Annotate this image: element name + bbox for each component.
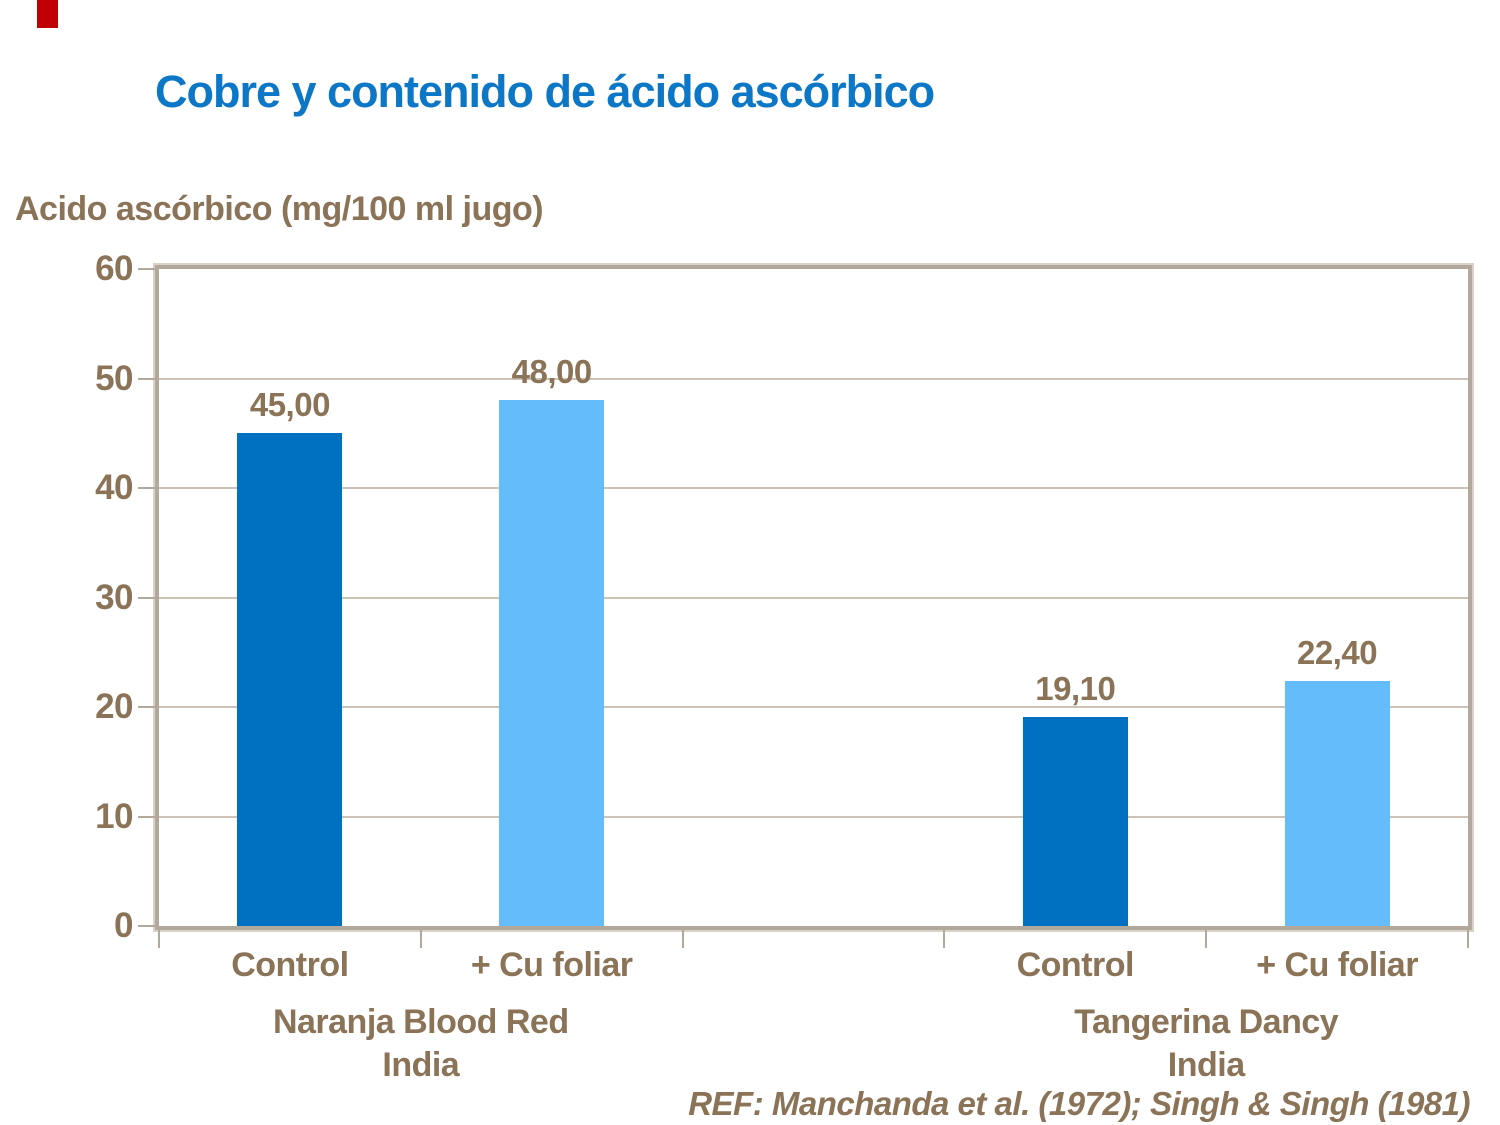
y-tick-mark-50 bbox=[138, 377, 156, 380]
y-tick-mark-40 bbox=[138, 487, 156, 489]
y-tick-mark-20 bbox=[138, 706, 156, 708]
y-tick-mark-60 bbox=[138, 268, 156, 270]
y-tick-mark-0 bbox=[138, 925, 156, 927]
bar-value-label-2: 19,10 bbox=[1035, 669, 1116, 707]
x-tick-mark-2 bbox=[681, 926, 684, 948]
category-label-0: Control bbox=[231, 946, 349, 984]
gridline-50 bbox=[159, 377, 1468, 380]
x-tick-mark-4 bbox=[1205, 926, 1208, 948]
category-label-2: Control bbox=[1016, 946, 1135, 984]
plot-area bbox=[155, 265, 1472, 930]
bar-value-label-0: 45,00 bbox=[249, 386, 331, 424]
y-tick-mark-10 bbox=[138, 815, 156, 818]
bar-value-label-1: 48,00 bbox=[511, 353, 593, 391]
y-tick-label-20: 20 bbox=[95, 687, 133, 726]
y-tick-label-60: 60 bbox=[95, 249, 133, 288]
gridline-20 bbox=[159, 706, 1468, 708]
y-tick-label-50: 50 bbox=[95, 358, 133, 398]
bar-control-0 bbox=[237, 433, 343, 926]
category-label-3: + Cu foliar bbox=[1256, 946, 1418, 984]
gridline-30 bbox=[159, 596, 1468, 599]
gridline-10 bbox=[159, 815, 1468, 818]
x-tick-mark-5 bbox=[1467, 926, 1469, 948]
y-tick-label-0: 0 bbox=[114, 906, 133, 945]
y-tick-label-30: 30 bbox=[95, 577, 133, 617]
chart-title: Cobre y contenido de ácido ascórbico bbox=[155, 66, 935, 117]
group-label-1-line1: Tangerina Dancy bbox=[1074, 1003, 1339, 1041]
group-label-1-line2: India bbox=[1167, 1046, 1245, 1084]
bar--cu-foliar-3 bbox=[1284, 680, 1390, 926]
y-tick-label-40: 40 bbox=[95, 468, 133, 507]
category-label-1: + Cu foliar bbox=[470, 946, 633, 984]
group-label-0-line1: Naranja Blood Red bbox=[272, 1003, 569, 1041]
bar-value-label-3: 22,40 bbox=[1297, 633, 1378, 671]
x-tick-mark-3 bbox=[943, 926, 946, 948]
x-tick-mark-0 bbox=[158, 926, 160, 948]
x-tick-mark-1 bbox=[419, 926, 422, 948]
gridline-40 bbox=[159, 487, 1468, 489]
bar-control-2 bbox=[1022, 716, 1128, 926]
y-tick-mark-30 bbox=[138, 596, 156, 599]
reference-citation: REF: Manchanda et al. (1972); Singh & Si… bbox=[688, 1085, 1470, 1122]
y-axis-title: Acido ascórbico (mg/100 ml jugo) bbox=[15, 190, 544, 228]
bar--cu-foliar-1 bbox=[499, 400, 605, 926]
group-label-0-line2: India bbox=[382, 1046, 460, 1084]
slide-accent-bar bbox=[37, 0, 58, 28]
y-tick-label-10: 10 bbox=[95, 796, 133, 836]
